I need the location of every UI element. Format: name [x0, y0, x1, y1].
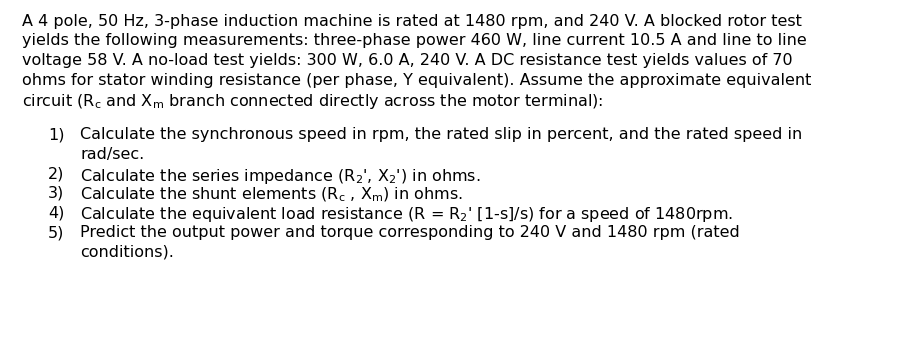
- Text: Calculate the synchronous speed in rpm, the rated slip in percent, and the rated: Calculate the synchronous speed in rpm, …: [80, 127, 802, 143]
- Text: 5): 5): [48, 225, 65, 240]
- Text: Calculate the shunt elements ($\mathregular{R_c}$ , $\mathregular{X_m}$) in ohms: Calculate the shunt elements ($\mathregu…: [80, 186, 463, 204]
- Text: Calculate the equivalent load resistance (R = $\mathregular{R_2}$' [1-s]/s) for : Calculate the equivalent load resistance…: [80, 205, 733, 225]
- Text: yields the following measurements: three-phase power 460 W, line current 10.5 A : yields the following measurements: three…: [22, 34, 806, 48]
- Text: rad/sec.: rad/sec.: [80, 147, 144, 162]
- Text: voltage 58 V. A no-load test yields: 300 W, 6.0 A, 240 V. A DC resistance test y: voltage 58 V. A no-load test yields: 300…: [22, 53, 793, 68]
- Text: 1): 1): [48, 127, 65, 143]
- Text: conditions).: conditions).: [80, 244, 174, 260]
- Text: 4): 4): [48, 205, 65, 221]
- Text: Predict the output power and torque corresponding to 240 V and 1480 rpm (rated: Predict the output power and torque corr…: [80, 225, 740, 240]
- Text: 3): 3): [48, 186, 64, 201]
- Text: 2): 2): [48, 166, 65, 182]
- Text: A 4 pole, 50 Hz, 3-phase induction machine is rated at 1480 rpm, and 240 V. A bl: A 4 pole, 50 Hz, 3-phase induction machi…: [22, 14, 802, 29]
- Text: circuit ($\mathregular{R_c}$ and $\mathregular{X_m}$ branch connected directly a: circuit ($\mathregular{R_c}$ and $\mathr…: [22, 92, 603, 111]
- Text: ohms for stator winding resistance (per phase, Y equivalent). Assume the approxi: ohms for stator winding resistance (per …: [22, 73, 812, 87]
- Text: Calculate the series impedance ($\mathregular{R_2}$', $\mathregular{X_2}$') in o: Calculate the series impedance ($\mathre…: [80, 166, 480, 186]
